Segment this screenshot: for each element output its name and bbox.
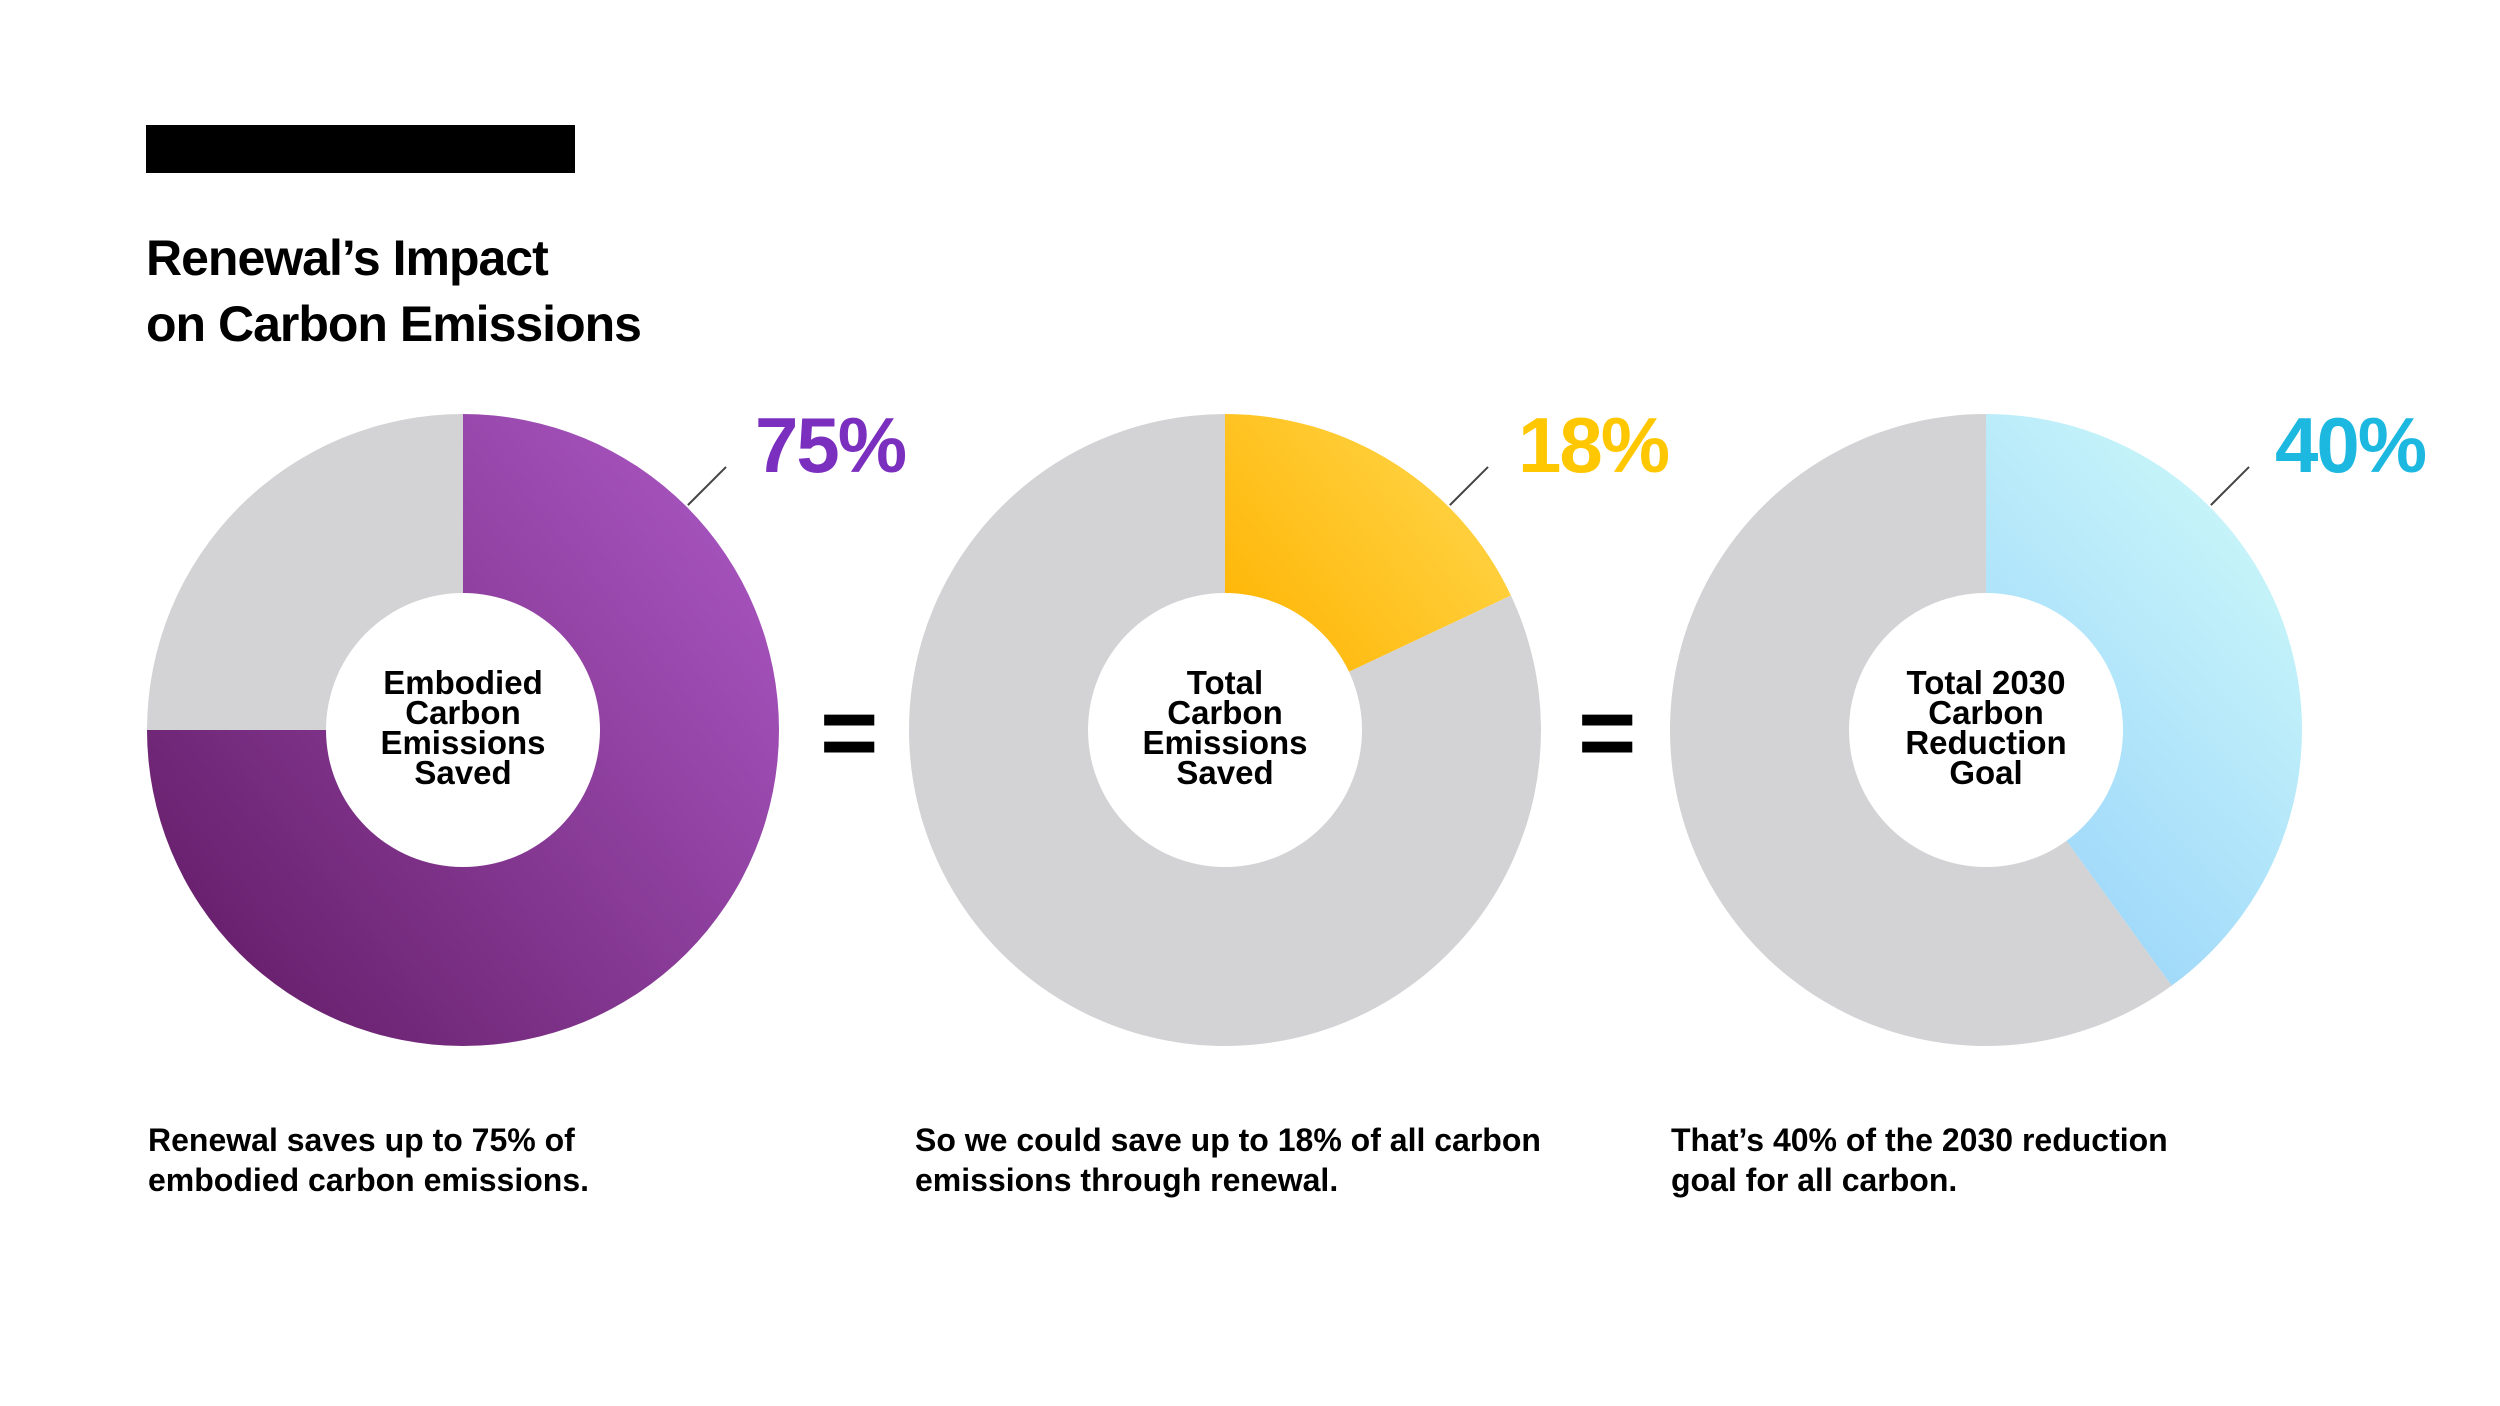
page-title: Renewal’s Impact on Carbon Emissions — [146, 225, 642, 357]
center-label-line: Carbon — [1167, 694, 1283, 731]
percent-label-18: 18% — [1518, 401, 1670, 489]
caption-line: goal for all carbon. — [1671, 1162, 1958, 1198]
caption-embodied: Renewal saves up to 75% of embodied carb… — [148, 1120, 589, 1200]
equals-sign-1: = — [820, 677, 879, 789]
center-label-line: Carbon — [1928, 694, 2044, 731]
leader-line — [1449, 466, 1489, 506]
center-label-line: Saved — [1176, 754, 1274, 791]
donut-slice-value — [1986, 414, 2303, 986]
center-label-line: Emissions — [380, 724, 546, 761]
center-label-line: Reduction — [1905, 724, 2067, 761]
caption-line: emissions through renewal. — [915, 1162, 1339, 1198]
equals-sign-2: = — [1578, 677, 1637, 789]
center-label-line: Saved — [414, 754, 512, 791]
center-label-line: Total — [1186, 664, 1264, 701]
center-label-line: Carbon — [405, 694, 521, 731]
caption-line: embodied carbon emissions. — [148, 1162, 589, 1198]
center-label-line: Goal — [1949, 754, 2023, 791]
percent-label-40: 40% — [2275, 401, 2427, 489]
donut-hole — [1088, 593, 1362, 867]
center-label-line: Embodied — [383, 664, 543, 701]
donut-hole — [1849, 593, 2123, 867]
center-label-line: Emissions — [1142, 724, 1308, 761]
caption-line: Renewal saves up to 75% of — [148, 1122, 575, 1158]
percent-label-75: 75% — [755, 401, 907, 489]
header-bar — [146, 125, 575, 173]
title-line-1: Renewal’s Impact — [146, 230, 549, 286]
center-label-goal: Total 2030 Carbon Reduction Goal — [1871, 664, 2101, 791]
caption-total: So we could save up to 18% of all carbon… — [915, 1120, 1541, 1200]
caption-line: So we could save up to 18% of all carbon — [915, 1122, 1541, 1158]
leader-line — [687, 466, 727, 506]
chart-embodied-carbon — [147, 414, 779, 1046]
center-label-embodied: Embodied Carbon Emissions Saved — [348, 664, 578, 791]
caption-line: That’s 40% of the 2030 reduction — [1671, 1122, 2168, 1158]
chart-total-carbon — [908, 414, 1541, 1047]
leader-line — [2210, 466, 2250, 506]
center-label-line: Total 2030 — [1906, 664, 2066, 701]
title-line-2: on Carbon Emissions — [146, 296, 642, 352]
caption-goal: That’s 40% of the 2030 reduction goal fo… — [1671, 1120, 2168, 1200]
chart-2030-goal — [1670, 414, 2303, 1046]
center-label-total: Total Carbon Emissions Saved — [1110, 664, 1340, 791]
donut-hole — [326, 593, 600, 867]
